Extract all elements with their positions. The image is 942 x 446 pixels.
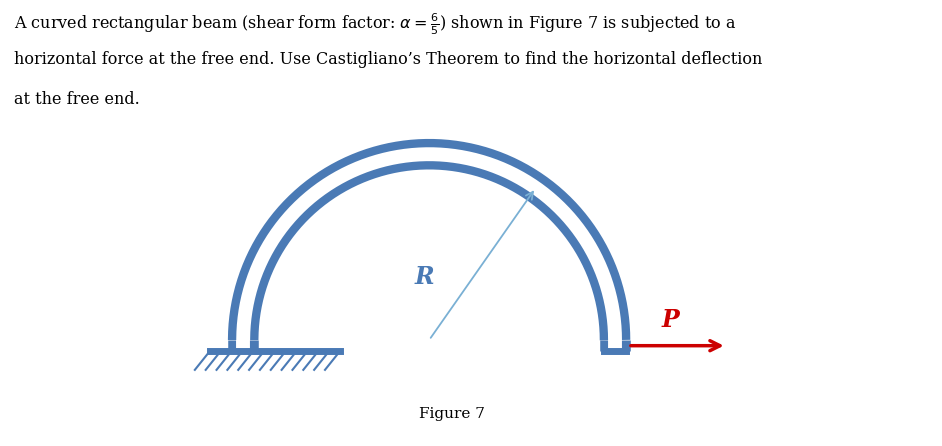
Text: P: P [661, 308, 679, 332]
Text: R: R [414, 265, 434, 289]
Text: horizontal force at the free end. Use Castigliano’s Theorem to find the horizont: horizontal force at the free end. Use Ca… [14, 51, 762, 68]
Text: Figure 7: Figure 7 [419, 408, 485, 421]
Text: A curved rectangular beam (shear form factor: $\alpha = \frac{6}{5}$) shown in F: A curved rectangular beam (shear form fa… [14, 11, 737, 37]
Text: at the free end.: at the free end. [14, 91, 139, 108]
